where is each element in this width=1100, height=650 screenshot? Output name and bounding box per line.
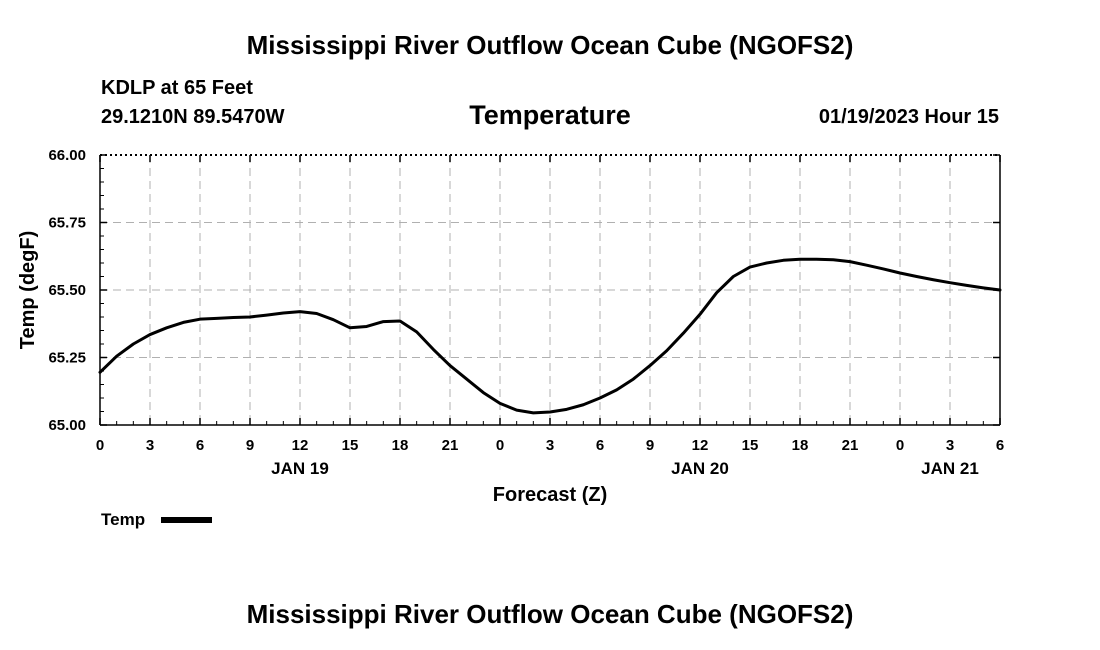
x-tick-label: 3 — [546, 437, 554, 454]
x-tick-label: 12 — [692, 437, 709, 454]
y-tick-label: 66.00 — [48, 147, 86, 164]
bottom-repeated-title: Mississippi River Outflow Ocean Cube (NG… — [246, 599, 854, 629]
x-tick-label: 6 — [596, 437, 604, 454]
y-tick-label: 65.00 — [48, 417, 86, 434]
x-tick-label: 21 — [442, 437, 459, 454]
x-tick-label: 18 — [392, 437, 409, 454]
date-label: JAN 19 — [271, 459, 329, 478]
legend-line-swatch — [161, 517, 212, 523]
x-tick-label: 12 — [292, 437, 309, 454]
x-tick-label: 6 — [196, 437, 204, 454]
x-tick-label: 15 — [742, 437, 759, 454]
legend-label: Temp — [101, 510, 146, 529]
x-tick-label: 0 — [896, 437, 904, 454]
chart-subtitle: Temperature — [469, 100, 631, 130]
label-layer: 0 3 6 9 12 15 18 21 0 3 6 9 12 15 18 21 0 3 6 65.00 65.25 65.… — [17, 147, 1004, 506]
y-tick-label: 65.75 — [48, 215, 86, 232]
station-label: KDLP at 65 Feet — [101, 77, 253, 99]
x-tick-label: 9 — [646, 437, 654, 454]
x-tick-label: 9 — [246, 437, 254, 454]
temp-series-line — [98, 257, 1002, 415]
x-tick-label: 0 — [96, 437, 104, 454]
x-tick-label: 18 — [792, 437, 809, 454]
series-layer — [98, 257, 1002, 415]
x-tick-label: 3 — [146, 437, 154, 454]
y-tick-label: 65.25 — [48, 350, 86, 367]
grid-layer — [100, 155, 1000, 425]
y-axis-title: Temp (degF) — [17, 231, 39, 350]
date-label: JAN 21 — [921, 459, 979, 478]
y-tick-label: 65.50 — [48, 282, 86, 299]
x-tick-label: 15 — [342, 437, 359, 454]
x-tick-label: 3 — [946, 437, 954, 454]
x-axis-title: Forecast (Z) — [493, 484, 607, 506]
x-tick-label: 21 — [842, 437, 859, 454]
forecast-datetime: 01/19/2023 Hour 15 — [818, 106, 999, 128]
chart-main-title: Mississippi River Outflow Ocean Cube (NG… — [246, 30, 854, 60]
tick-layer — [99, 154, 1001, 426]
x-tick-label: 0 — [496, 437, 504, 454]
date-label: JAN 20 — [671, 459, 729, 478]
station-coordinates: 29.1210N 89.5470W — [101, 106, 285, 128]
x-tick-label: 6 — [996, 437, 1004, 454]
